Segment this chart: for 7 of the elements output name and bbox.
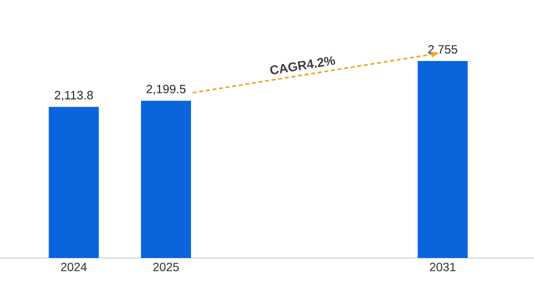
data-label: 2,113.8 <box>54 90 93 101</box>
annotation: CAGR4.2% <box>270 56 336 74</box>
x-tick-label: 2025 <box>153 262 179 272</box>
x-tick-label: 2024 <box>61 262 87 272</box>
x-tick-label: 2031 <box>430 262 456 272</box>
data-label: 2,755 <box>428 45 458 55</box>
data-label: 2,199.5 <box>146 84 186 95</box>
